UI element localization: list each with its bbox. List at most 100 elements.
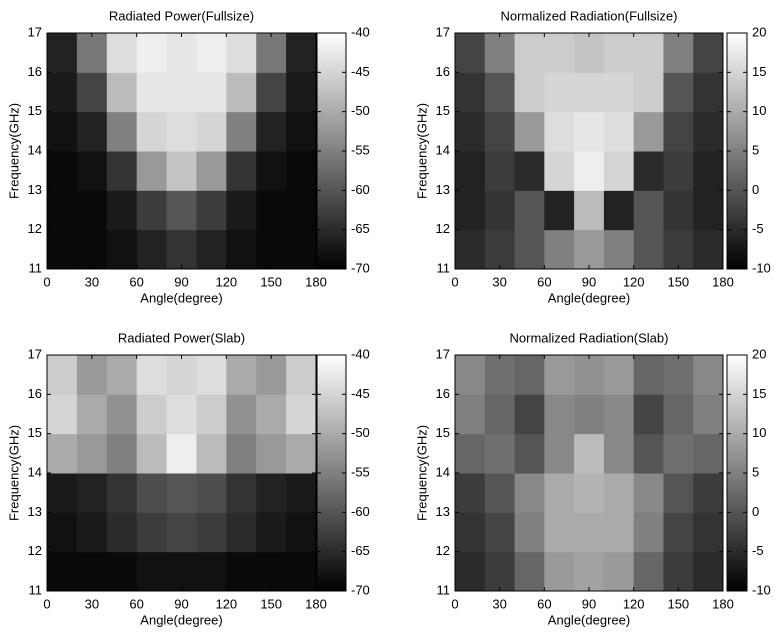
y-axis-label: Frequency(GHz) [6, 425, 21, 521]
heatmap-cell [663, 111, 694, 152]
heatmap-cell [544, 33, 575, 73]
heatmap-cell [256, 394, 287, 435]
x-tick-label: 30 [492, 596, 506, 611]
heatmap-cell [256, 551, 287, 592]
heatmap-cell [603, 551, 635, 592]
x-axis-label: Angle(degree) [140, 290, 222, 305]
x-tick-label: 0 [43, 596, 50, 611]
heatmap-cell [484, 33, 516, 73]
x-tick-label: 150 [667, 274, 689, 289]
heatmap-cell [484, 433, 516, 474]
heatmap-cell [106, 394, 138, 435]
x-tick-label: 180 [712, 274, 734, 289]
heatmap-cell [693, 433, 724, 474]
heatmap-cell [693, 33, 724, 73]
heatmap-cell [574, 190, 605, 231]
x-tick-label: 180 [712, 596, 734, 611]
heatmap-cell [455, 551, 486, 592]
colorbar-tick-label: 20 [752, 346, 766, 361]
heatmap-cell [286, 355, 317, 395]
heatmap-cell [693, 151, 724, 191]
heatmap-cell [633, 512, 664, 553]
heatmap-cell [76, 72, 108, 113]
x-tick-label: 30 [492, 274, 506, 289]
heatmap-cell [544, 551, 575, 592]
y-tick-label: 12 [28, 221, 42, 236]
heatmap-cell [663, 394, 694, 435]
heatmap-cell [286, 394, 317, 435]
heatmap-cell [484, 512, 516, 553]
heatmap-cell [47, 111, 78, 152]
heatmap-cell [106, 433, 138, 474]
heatmap-cell [286, 33, 317, 73]
heatmap-cell [574, 111, 605, 152]
heatmap-cell [106, 72, 138, 113]
heatmap-cell [256, 151, 287, 191]
colorbar-tick-label: 10 [752, 425, 766, 440]
heatmap-cell [514, 111, 545, 152]
heatmap-cell [633, 151, 664, 191]
heatmap-cell [106, 151, 138, 191]
heatmap-cell [196, 512, 227, 553]
heatmap-cell [603, 190, 635, 231]
heatmap-cell [196, 151, 227, 191]
heatmap-cell [574, 394, 605, 435]
y-axis-label: Frequency(GHz) [414, 425, 429, 521]
heatmap [47, 33, 317, 270]
heatmap-cell [286, 229, 317, 270]
y-tick-label: 16 [436, 64, 450, 79]
x-tick-label: 120 [623, 596, 645, 611]
heatmap-cell [47, 33, 78, 73]
colorbar-tick-label: -70 [351, 260, 370, 275]
heatmap-cell [574, 473, 605, 513]
heatmap-cell [256, 355, 287, 395]
y-tick-label: 13 [28, 504, 42, 519]
heatmap-cell [484, 551, 516, 592]
x-tick-label: 60 [537, 274, 551, 289]
colorbar-tick-label: -55 [351, 464, 370, 479]
heatmap-cell [286, 111, 317, 152]
y-tick-label: 17 [28, 346, 42, 361]
colorbar-tick-label: -60 [351, 182, 370, 197]
y-tick-label: 16 [436, 386, 450, 401]
heatmap-cell [226, 33, 257, 73]
heatmap-cell [136, 151, 168, 191]
heatmap-cell [633, 551, 664, 592]
y-tick-label: 16 [28, 64, 42, 79]
x-tick-label: 150 [260, 274, 282, 289]
x-tick-label: 150 [667, 596, 689, 611]
x-tick-label: 120 [623, 274, 645, 289]
heatmap-cell [633, 433, 664, 474]
x-tick-label: 60 [129, 596, 143, 611]
chart-title: Normalized Radiation(Fullsize) [500, 8, 677, 23]
x-axis-label: Angle(degree) [548, 612, 630, 627]
heatmap-cell [47, 473, 78, 513]
heatmap-cell [226, 433, 257, 474]
heatmap-cell [693, 473, 724, 513]
heatmap-cell [226, 190, 257, 231]
heatmap-cell [514, 394, 545, 435]
heatmap-cell [166, 394, 197, 435]
heatmap-cell [455, 111, 486, 152]
heatmap-cell [455, 355, 486, 395]
x-tick-label: 180 [305, 274, 327, 289]
heatmap-cell [633, 190, 664, 231]
colorbar [316, 354, 347, 592]
heatmap-cell [76, 551, 108, 592]
heatmap-cell [106, 473, 138, 513]
heatmap-cell [455, 394, 486, 435]
x-tick-label: 0 [451, 596, 458, 611]
heatmap-cell [166, 229, 197, 270]
heatmap-cell [603, 111, 635, 152]
colorbar-tick-label: 10 [752, 103, 766, 118]
heatmap-cell [514, 433, 545, 474]
heatmap-cell [76, 394, 108, 435]
heatmap-cell [196, 355, 227, 395]
heatmap-cell [544, 512, 575, 553]
heatmap-cell [106, 355, 138, 395]
heatmap-cell [256, 33, 287, 73]
heatmap-cell [166, 512, 197, 553]
colorbar-tick-label: -10 [752, 582, 771, 597]
heatmap-cell [106, 229, 138, 270]
heatmap-cell [47, 433, 78, 474]
